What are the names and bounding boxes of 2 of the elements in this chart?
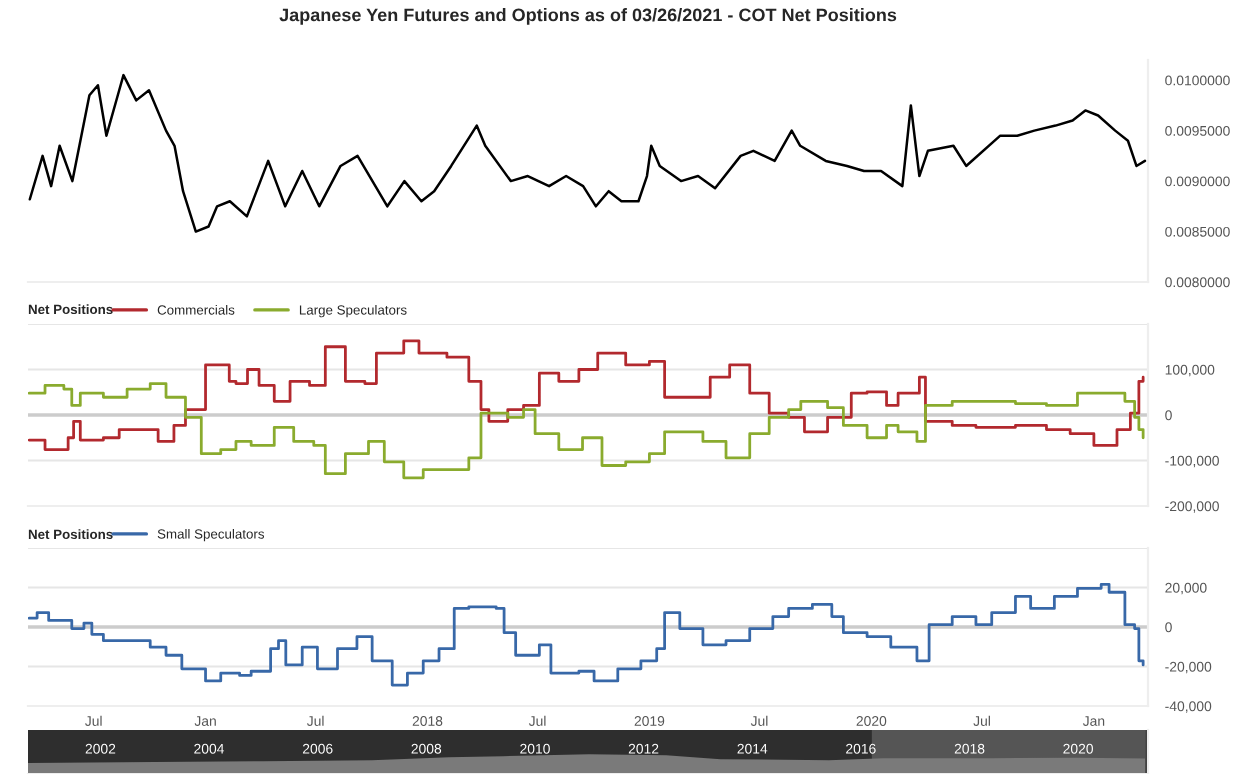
line-series bbox=[28, 73, 1147, 233]
chart-title: Japanese Yen Futures and Options as of 03/26/2021 - COT Net Positions bbox=[279, 8, 897, 25]
